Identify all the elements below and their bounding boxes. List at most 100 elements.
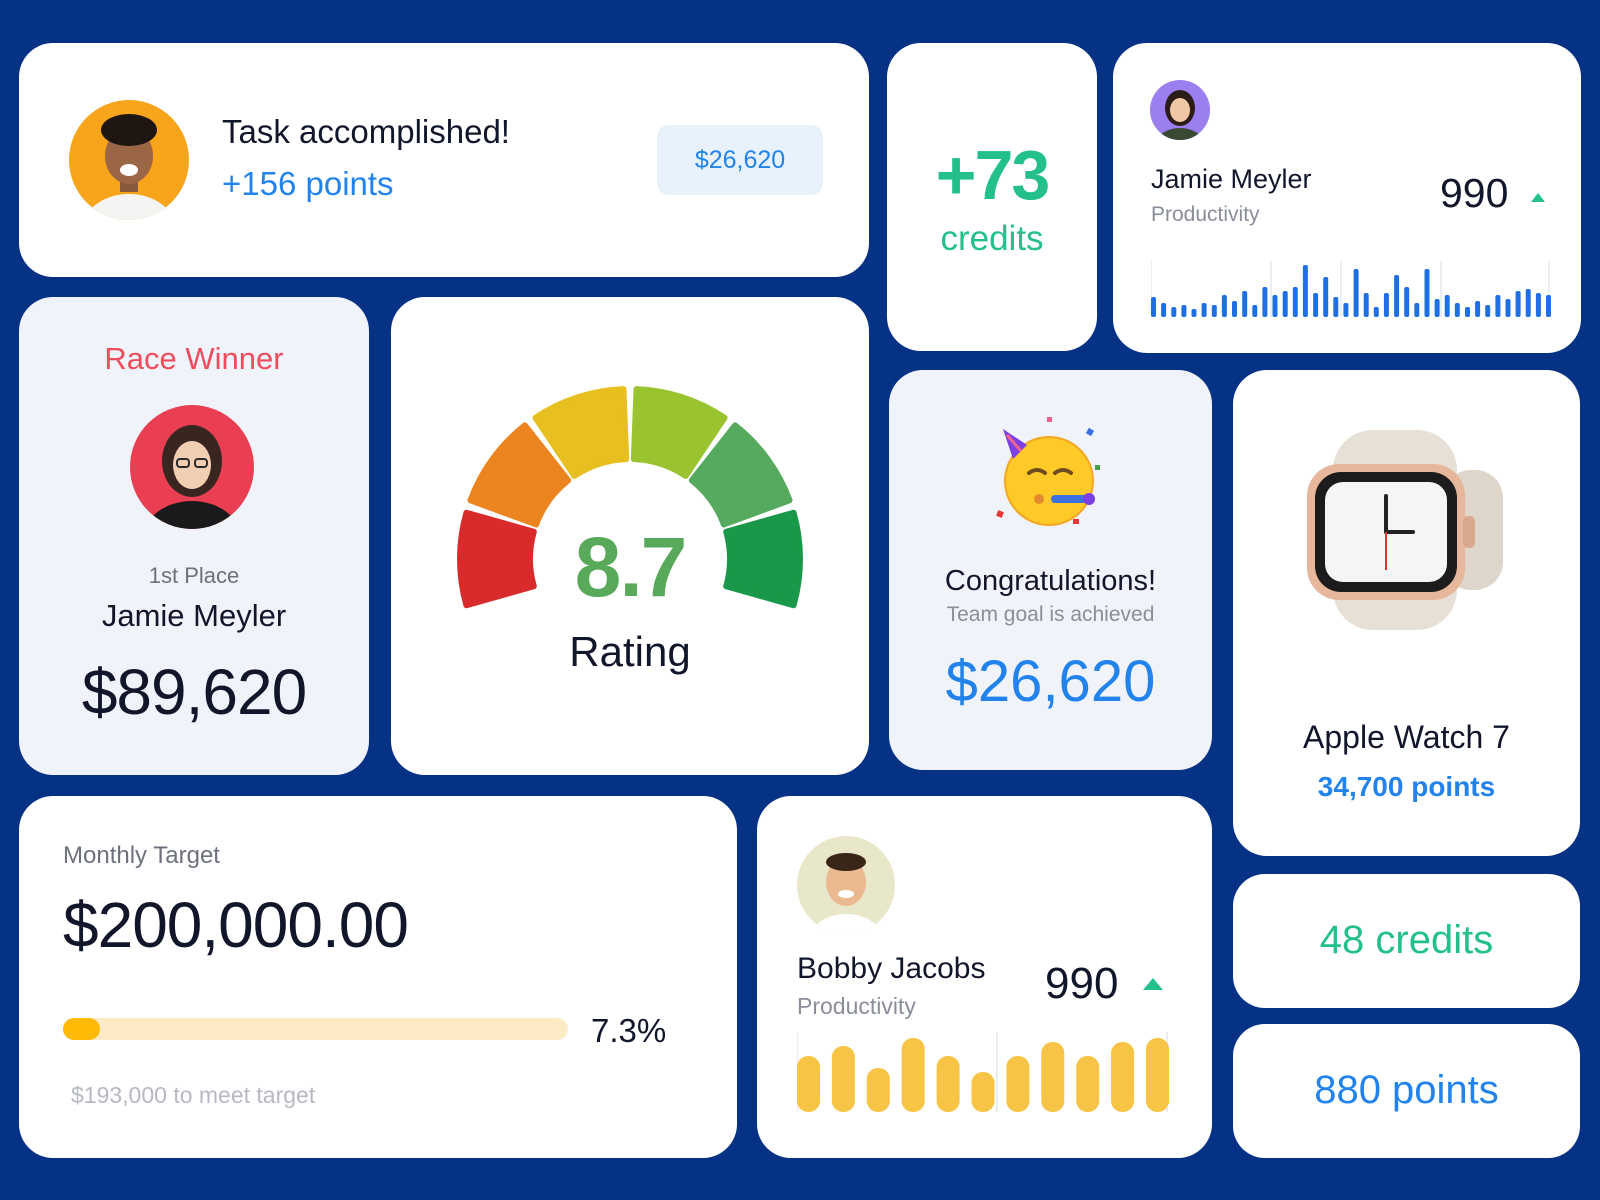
chart-bar [1363, 293, 1369, 317]
chart-bar [1252, 305, 1258, 317]
triangle-up-icon [1143, 978, 1163, 990]
points-880-card: 880 points [1233, 1024, 1580, 1158]
gauge-segment [457, 509, 537, 609]
chart-bar [1076, 1056, 1100, 1112]
chart-bar [1272, 295, 1278, 317]
chart-bar [1404, 287, 1410, 317]
congrats-subtitle: Team goal is achieved [946, 603, 1155, 626]
progress-fill [63, 1018, 100, 1040]
monthly-target-card: Monthly Target $200,000.00 7.3% $193,000… [19, 796, 737, 1158]
race-title: Race Winner [104, 341, 284, 376]
chart-bar [1515, 291, 1521, 317]
chart-bar [1333, 297, 1339, 317]
progress-percent: 7.3% [591, 1012, 667, 1049]
rating-gauge [457, 386, 803, 609]
credits-value: +73 [935, 136, 1051, 214]
congrats-title: Congratulations! [944, 565, 1157, 597]
gauge-segment [688, 422, 793, 528]
chart-bar [1292, 287, 1298, 317]
person-name: Bobby Jacobs [797, 952, 986, 985]
credits-label: credits [940, 219, 1044, 258]
gauge-segment [630, 386, 728, 479]
chart-bar [971, 1072, 995, 1112]
avatar [130, 405, 254, 529]
chart-bar [1151, 297, 1156, 317]
congrats-amount: $26,620 [945, 649, 1156, 714]
chart-bar [1495, 295, 1501, 317]
avatar [69, 100, 189, 220]
party-face-icon [989, 415, 1109, 530]
chart-bar [1373, 307, 1379, 317]
task-title: Task accomplished! [222, 113, 510, 150]
rating-value: 8.7 [574, 520, 688, 614]
chart-bar [1211, 305, 1217, 317]
credits-48-card: 48 credits [1233, 874, 1580, 1008]
winner-name: Jamie Meyler [101, 598, 287, 633]
gauge-segment [532, 386, 630, 479]
chart-bar [1171, 307, 1177, 317]
avatar [797, 836, 895, 934]
chart-bar [1191, 309, 1197, 317]
chart-bar [1323, 277, 1329, 317]
chart-bar [1041, 1042, 1065, 1112]
race-winner-card: Race Winner 1st Place Jamie Meyler $89,6… [19, 297, 369, 775]
chart-bar [1232, 301, 1237, 317]
task-points: +156 points [222, 165, 394, 202]
chart-bar [1444, 295, 1450, 317]
triangle-up-icon [1531, 193, 1545, 202]
chart-bar [1505, 299, 1511, 317]
chart-bar [866, 1068, 890, 1112]
reward-points: 34,700 points [1317, 771, 1496, 802]
reward-watch-card: Apple Watch 7 34,700 points [1233, 370, 1580, 856]
chart-bar [1454, 303, 1460, 317]
chart-bar [1006, 1056, 1030, 1112]
credits-48-label: 48 credits [1319, 918, 1494, 962]
chart-bar [1111, 1042, 1135, 1112]
score-value: 990 [1045, 959, 1119, 1008]
reward-name: Apple Watch 7 [1303, 719, 1510, 755]
winner-amount: $89,620 [81, 656, 307, 728]
chart-bar [1353, 269, 1359, 317]
chart-bar [1201, 303, 1207, 317]
chart-bar [1394, 275, 1400, 317]
person-category: Productivity [1151, 203, 1260, 226]
chart-bar [1313, 293, 1319, 317]
gauge-segment [467, 422, 572, 528]
chart-bar [1242, 291, 1248, 317]
amount-badge-label: $26,620 [694, 146, 786, 174]
chart-bar [1343, 303, 1349, 317]
chart-bar [1282, 291, 1288, 317]
chart-bar [1181, 305, 1187, 317]
target-label: Monthly Target [63, 842, 220, 869]
chart-bar [1221, 295, 1227, 317]
score-value: 990 [1440, 170, 1509, 216]
progress-track [63, 1018, 568, 1040]
chart-bar [1465, 307, 1470, 317]
chart-bar [1262, 287, 1268, 317]
chart-bar [1546, 295, 1551, 317]
chart-bar [1161, 303, 1167, 317]
chart-bar [936, 1056, 960, 1112]
rating-label: Rating [569, 628, 691, 675]
chart-bar [797, 1056, 820, 1112]
bobby-productivity-card: Bobby Jacobs Productivity 990 [757, 796, 1212, 1158]
jamie-productivity-card: Jamie Meyler Productivity 990 [1113, 43, 1581, 353]
productivity-bar-chart [797, 1032, 1169, 1112]
congratulations-card: Congratulations! Team goal is achieved $… [889, 370, 1212, 770]
person-category: Productivity [797, 993, 916, 1019]
chart-bar [1535, 293, 1541, 317]
chart-bar [901, 1038, 925, 1112]
chart-bar [1525, 289, 1531, 317]
productivity-bar-chart [1151, 261, 1551, 317]
amount-badge: $26,620 [657, 125, 823, 195]
avatar [1150, 80, 1210, 140]
place-label: 1st Place [148, 563, 240, 588]
chart-bar [1146, 1038, 1169, 1112]
chart-bar [1424, 269, 1430, 317]
chart-bar [831, 1046, 855, 1112]
gauge-segment [723, 509, 803, 609]
person-name: Jamie Meyler [1151, 164, 1312, 194]
watch-image [1305, 430, 1510, 630]
target-amount: $200,000.00 [63, 889, 409, 961]
task-card: Task accomplished! +156 points $26,620 [19, 43, 869, 277]
